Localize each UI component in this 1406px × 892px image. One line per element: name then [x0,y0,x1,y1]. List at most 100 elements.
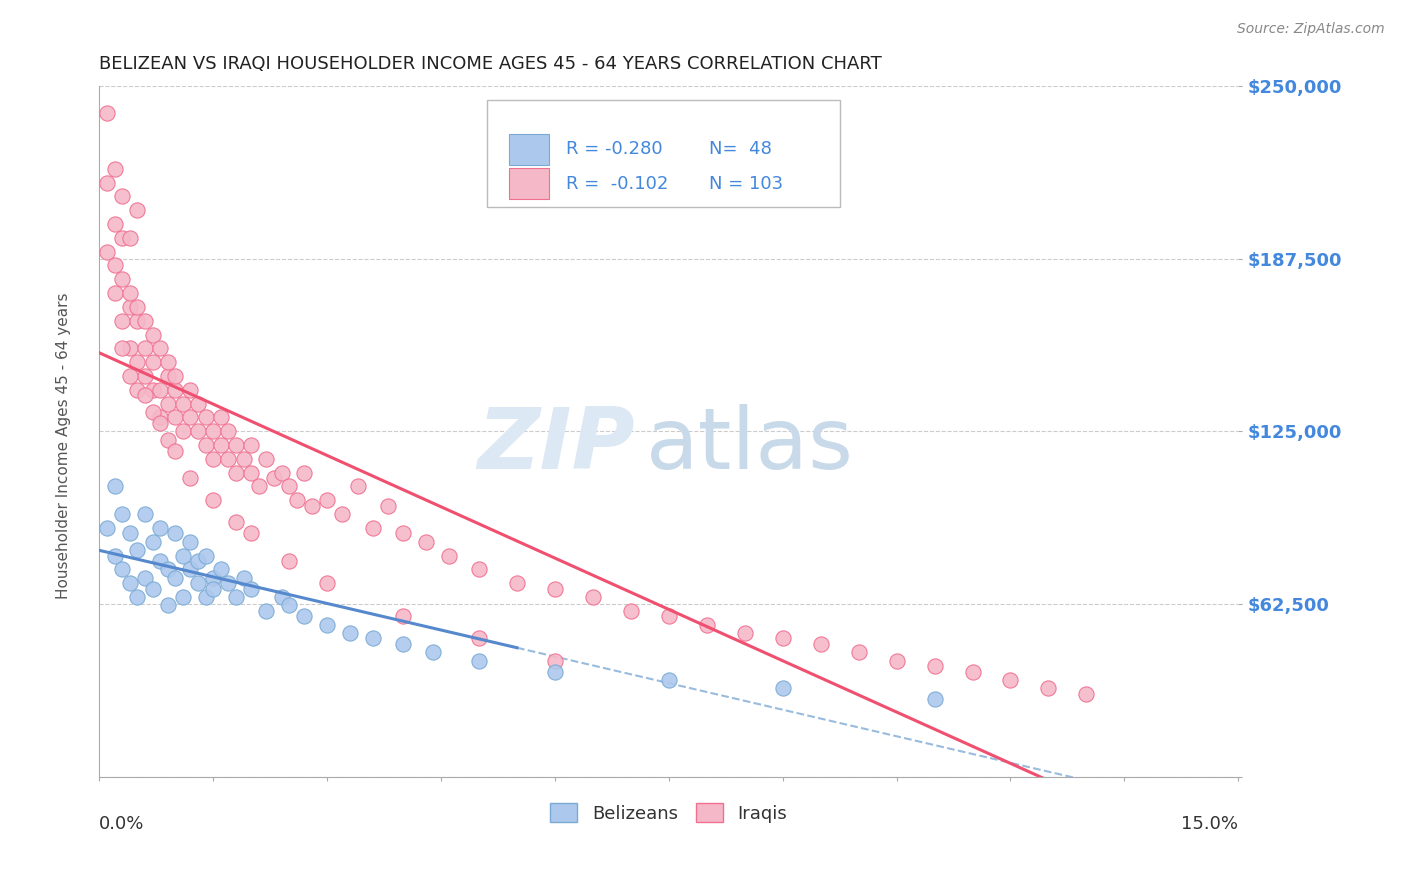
Point [582,590,605,604]
Point [149,383,172,397]
Point [468,562,491,576]
Point [172,396,194,410]
Point [1000,673,1022,687]
Point [339,626,361,640]
Point [225,590,247,604]
Point [141,534,163,549]
Point [316,493,339,508]
Point [361,632,384,646]
Point [103,259,125,273]
Point [141,327,163,342]
Point [134,314,156,328]
Point [103,286,125,301]
Point [187,424,209,438]
Point [187,554,209,568]
Point [118,576,141,591]
Point [1038,681,1060,696]
Point [127,203,149,218]
Point [278,479,301,493]
Point [111,272,134,286]
Point [361,521,384,535]
Point [134,368,156,383]
FancyBboxPatch shape [486,100,839,207]
Point [810,637,832,651]
Point [118,368,141,383]
Point [156,562,179,576]
Point [156,396,179,410]
Point [141,383,163,397]
Point [316,576,339,591]
Point [127,314,149,328]
Point [111,341,134,355]
Point [111,562,134,576]
Point [149,554,172,568]
Point [620,604,643,618]
Point [111,507,134,521]
Point [165,571,187,585]
Point [194,549,217,563]
Point [217,451,239,466]
Text: Householder Income Ages 45 - 64 years: Householder Income Ages 45 - 64 years [56,293,70,599]
Point [172,590,194,604]
Point [127,355,149,369]
Text: BELIZEAN VS IRAQI HOUSEHOLDER INCOME AGES 45 - 64 YEARS CORRELATION CHART: BELIZEAN VS IRAQI HOUSEHOLDER INCOME AGE… [100,55,882,73]
Point [734,626,756,640]
Text: N = 103: N = 103 [709,175,783,193]
Point [254,451,277,466]
Point [149,410,172,425]
Point [118,231,141,245]
Point [240,466,263,480]
Point [392,609,415,624]
Point [127,590,149,604]
Point [202,424,225,438]
Point [134,571,156,585]
Point [225,438,247,452]
Point [202,571,225,585]
Point [179,562,201,576]
Point [165,526,187,541]
Point [278,599,301,613]
Point [270,466,292,480]
Point [240,582,263,596]
Point [924,659,946,673]
Point [232,571,254,585]
Point [187,576,209,591]
Point [179,534,201,549]
Point [696,617,718,632]
Point [924,692,946,706]
Point [149,341,172,355]
Point [886,654,908,668]
Point [285,493,308,508]
Point [217,424,239,438]
Point [149,416,172,430]
Point [127,543,149,558]
Point [172,424,194,438]
Point [156,355,179,369]
Point [103,479,125,493]
Point [263,471,285,485]
Point [209,438,232,452]
Point [848,645,870,659]
Point [544,654,567,668]
Point [1076,687,1098,701]
Point [202,582,225,596]
Point [96,106,118,120]
Point [96,521,118,535]
Point [165,410,187,425]
Point [134,388,156,402]
Point [141,405,163,419]
Point [330,507,353,521]
Point [127,383,149,397]
Text: R = -0.280: R = -0.280 [567,140,664,159]
Point [346,479,368,493]
Legend: Belizeans, Iraqis: Belizeans, Iraqis [543,796,794,830]
Point [377,499,399,513]
Point [772,681,794,696]
Point [544,582,567,596]
Point [301,499,323,513]
Point [96,244,118,259]
Point [232,451,254,466]
Point [278,554,301,568]
Point [179,410,201,425]
Point [254,604,277,618]
